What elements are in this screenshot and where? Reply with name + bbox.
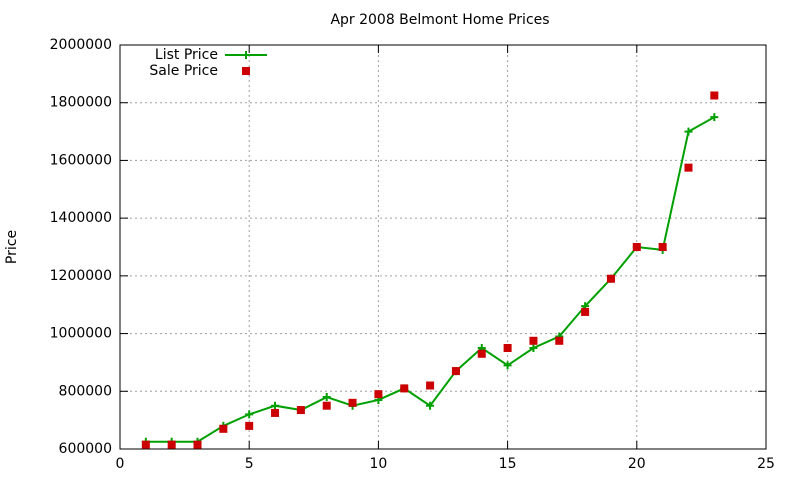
plot-border	[119, 44, 767, 450]
chart-title: Apr 2008 Belmont Home Prices	[330, 12, 549, 28]
series-line	[145, 116, 715, 443]
x-tick-label: 20	[628, 456, 646, 472]
data-point	[322, 401, 331, 410]
data-point	[710, 91, 719, 100]
data-point	[271, 408, 280, 417]
data-point	[606, 274, 615, 283]
data-point	[684, 127, 693, 136]
data-point	[529, 344, 538, 352]
data-point	[632, 243, 641, 251]
data-point	[245, 421, 254, 430]
data-point	[193, 440, 202, 449]
data-point	[658, 243, 667, 251]
data-point	[581, 307, 590, 316]
y-tick-label: 1000000	[50, 326, 112, 342]
legend-label: List Price	[155, 47, 218, 63]
data-point	[348, 398, 357, 407]
data-point	[684, 163, 693, 172]
data-point	[529, 336, 538, 345]
legend-swatch	[242, 51, 250, 59]
data-point	[322, 393, 331, 402]
legend-swatch	[242, 67, 250, 75]
y-axis-label: Price	[4, 230, 20, 264]
data-point	[426, 401, 435, 410]
y-tick-label: 800000	[59, 383, 112, 399]
data-point	[555, 336, 564, 345]
data-point	[141, 440, 150, 449]
data-point	[503, 344, 512, 352]
data-point	[451, 367, 460, 376]
y-tick-label: 1800000	[50, 95, 112, 111]
x-tick-label: 15	[499, 456, 517, 472]
data-point	[503, 361, 512, 370]
y-tick-label: 1200000	[50, 268, 112, 284]
data-point	[296, 406, 305, 415]
data-point	[167, 440, 176, 449]
data-point	[400, 384, 409, 393]
data-point	[426, 381, 435, 390]
x-tick-label: 0	[116, 456, 125, 472]
y-tick-label: 600000	[59, 441, 112, 457]
data-point	[245, 410, 254, 419]
x-tick-label: 10	[369, 456, 387, 472]
x-tick-label: 25	[757, 456, 775, 472]
data-point	[477, 349, 486, 358]
y-tick-label: 1400000	[50, 210, 112, 226]
legend-label: Sale Price	[149, 63, 218, 79]
data-point	[710, 113, 719, 122]
data-point	[374, 390, 383, 399]
data-point	[271, 401, 280, 410]
x-tick-label: 5	[245, 456, 254, 472]
y-tick-label: 2000000	[50, 37, 112, 53]
data-point	[219, 424, 228, 433]
y-tick-label: 1600000	[50, 152, 112, 168]
